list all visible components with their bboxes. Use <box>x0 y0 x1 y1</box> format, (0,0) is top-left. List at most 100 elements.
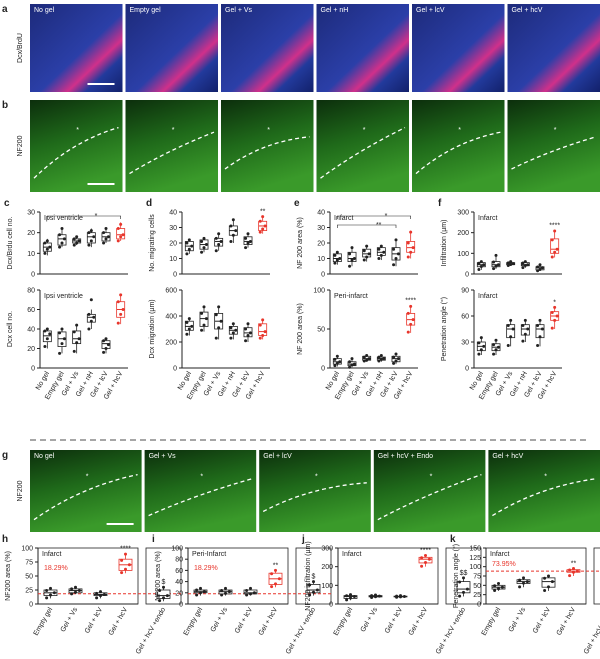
data-point <box>121 308 125 311</box>
boundary-line <box>262 482 367 513</box>
y-axis-label: NF200 area (%) <box>5 551 12 601</box>
data-point <box>420 564 424 568</box>
data-point <box>185 241 189 245</box>
y-tick-label: 0 <box>173 272 177 279</box>
y-tick-label: 30 <box>169 225 177 232</box>
data-point <box>104 227 108 231</box>
data-point <box>550 580 554 584</box>
data-point <box>58 331 62 335</box>
data-point <box>75 341 79 345</box>
data-point <box>185 332 189 336</box>
data-point <box>43 345 47 349</box>
panel-letter: f <box>438 198 442 209</box>
data-point <box>550 238 554 242</box>
region-marker: * <box>200 474 203 481</box>
data-point <box>350 357 354 361</box>
data-point <box>506 261 510 265</box>
significance: ** <box>571 561 577 568</box>
data-point <box>158 599 162 603</box>
data-point <box>60 327 64 331</box>
image-title: Gel + Vs <box>225 7 253 14</box>
x-tick-label: Gel + lcV <box>384 606 405 635</box>
panel-letter: k <box>450 534 456 545</box>
bracket <box>337 215 411 219</box>
significance: **** <box>405 298 416 305</box>
data-point <box>543 589 547 593</box>
data-point <box>575 569 579 573</box>
data-point <box>202 246 206 250</box>
data-point <box>458 580 462 584</box>
data-point <box>392 355 396 359</box>
data-point <box>409 230 413 234</box>
y-tick-label: 10 <box>317 256 325 263</box>
data-point <box>261 227 265 231</box>
side-frame <box>187 547 289 605</box>
data-point <box>492 260 496 264</box>
data-point <box>365 354 369 358</box>
data-point <box>263 224 267 228</box>
data-point <box>352 257 356 260</box>
data-point <box>348 360 352 364</box>
y-tick-label: 50 <box>317 327 325 334</box>
y-axis-label: NF 200 area (%) <box>297 303 304 355</box>
y-tick-label: 30 <box>27 210 35 217</box>
data-point <box>106 343 110 347</box>
y-tick-label: 40 <box>175 579 183 586</box>
stain-label: NF200 <box>17 135 24 156</box>
boundary-line <box>415 131 501 175</box>
image-title: Gel + lcV <box>263 453 292 460</box>
data-point <box>521 339 525 343</box>
data-point <box>95 596 99 600</box>
data-point <box>333 364 337 368</box>
data-point <box>45 337 49 341</box>
data-point <box>479 348 483 352</box>
box <box>332 253 342 263</box>
data-point <box>75 241 79 245</box>
boundary-line <box>33 126 119 179</box>
data-point <box>521 266 525 270</box>
data-point <box>536 343 540 347</box>
y-axis-label: Infiltration (µm) <box>441 220 448 267</box>
data-point <box>70 592 74 596</box>
data-point <box>234 328 238 332</box>
data-point <box>75 323 79 327</box>
image-title: Gel + lcV <box>416 7 445 14</box>
y-tick-label: 80 <box>27 288 35 295</box>
data-point <box>338 257 342 260</box>
data-point <box>87 327 91 331</box>
data-point <box>72 243 76 247</box>
data-point <box>190 324 194 328</box>
data-point <box>217 243 221 247</box>
box <box>116 228 126 240</box>
data-point <box>335 250 339 254</box>
significance: ** <box>260 209 266 216</box>
image-title: No gel <box>34 453 55 460</box>
data-point <box>394 359 398 363</box>
data-point <box>335 361 339 365</box>
data-point <box>204 243 208 247</box>
y-axis-label: NF200 infiltration (µm) <box>305 541 312 610</box>
data-point <box>92 315 96 319</box>
data-point <box>377 257 381 260</box>
data-point <box>409 304 413 308</box>
y-axis-label: No. migrating cells <box>149 214 156 272</box>
data-point <box>479 265 483 269</box>
micrograph <box>316 4 409 92</box>
data-point <box>350 363 354 367</box>
x-tick-label: Gel + hcV +endo <box>135 606 167 655</box>
y-tick-label: 30 <box>461 340 469 347</box>
data-point <box>477 341 481 345</box>
y-tick-label: 400 <box>165 314 177 321</box>
data-point <box>494 253 498 257</box>
bracket <box>47 215 121 219</box>
data-point <box>362 249 366 253</box>
data-point <box>263 330 267 334</box>
data-point <box>119 222 123 226</box>
data-point <box>121 233 125 237</box>
data-point <box>350 246 354 250</box>
data-point <box>92 235 96 239</box>
data-point <box>89 239 93 243</box>
data-point <box>102 241 106 245</box>
y-tick-label: 100 <box>469 564 481 571</box>
data-point <box>553 229 557 233</box>
